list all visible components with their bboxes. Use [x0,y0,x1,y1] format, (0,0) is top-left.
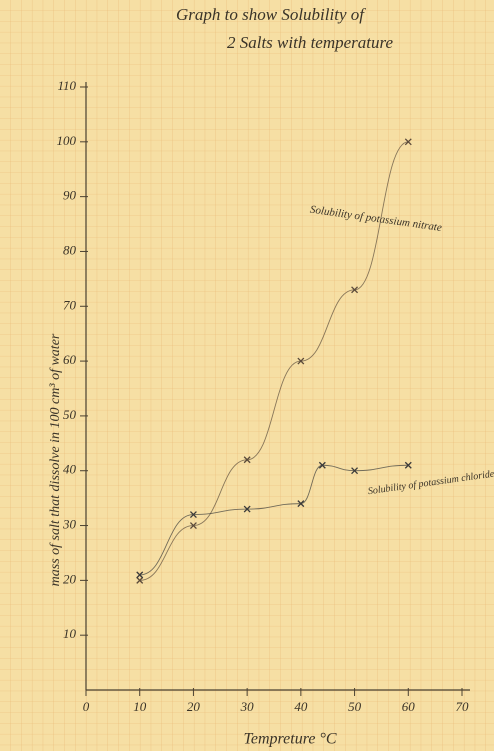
x-tick-label: 30 [240,699,255,714]
y-tick-label: 20 [63,571,77,586]
y-tick-label: 30 [62,517,77,532]
y-axis-label: mass of salt that dissolve in 100 cm³ of… [48,333,63,586]
y-tick-label: 50 [63,407,77,422]
x-tick-label: 50 [348,699,362,714]
point [243,456,251,464]
x-tick-label: 40 [294,699,308,714]
y-tick-label: 60 [63,352,77,367]
x-tick-label: 20 [187,699,201,714]
x-tick-label: 10 [133,699,147,714]
y-tick-label: 70 [63,297,77,312]
point [189,522,197,530]
x-tick-label: 70 [456,699,470,714]
chart-subtitle: 2 Salts with temperature [227,33,394,52]
x-tick-label: 60 [402,699,416,714]
point [297,357,305,365]
y-tick-label: 110 [57,78,76,93]
point [297,500,305,508]
point [404,461,412,469]
y-tick-label: 80 [63,242,77,257]
y-tick-label: 40 [63,462,77,477]
x-axis-label: Tempreture °C [243,731,336,748]
point [189,511,197,519]
point [351,286,359,294]
x-tick-label: 0 [83,699,90,714]
y-tick-label: 10 [63,626,77,641]
chart-title: Graph to show Solubility of [176,5,366,24]
point [136,576,144,584]
point [318,461,326,469]
point [136,571,144,579]
y-tick-label: 100 [57,133,77,148]
point [351,467,359,475]
point [404,138,412,146]
y-tick-label: 90 [63,188,77,203]
point [243,505,251,513]
